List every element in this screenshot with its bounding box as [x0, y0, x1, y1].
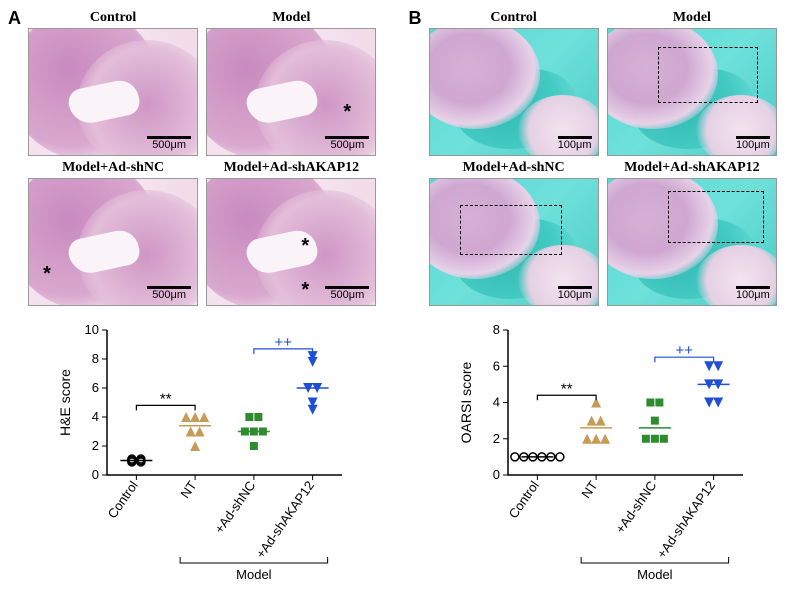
svg-text:+Ad-shAKAP12: +Ad-shAKAP12 — [253, 478, 317, 561]
micrograph-image: * * 500μm — [206, 178, 376, 306]
micrograph-image: * 500μm — [206, 28, 376, 156]
scalebar: 100μm — [558, 286, 592, 301]
svg-text:0: 0 — [92, 467, 99, 482]
scalebar: 500μm — [147, 286, 191, 301]
panel-b-image-grid: Control 100μm Model 100μm Model+Ad-shNC 100μm… — [427, 10, 780, 306]
micrograph-image: 100μm — [607, 178, 777, 306]
svg-text:++: ++ — [275, 334, 293, 351]
svg-text:++: ++ — [675, 342, 693, 359]
scalebar: 100μm — [558, 136, 592, 151]
micrograph-B-2: Model+Ad-shNC 100μm — [427, 160, 601, 306]
scalebar: 100μm — [736, 136, 770, 151]
panel-a-label: A — [8, 8, 21, 29]
svg-text:+Ad-shAKAP12: +Ad-shAKAP12 — [654, 478, 718, 561]
scalebar: 500μm — [325, 286, 369, 301]
panel-a: A Control500μmModel*500μmModel+Ad-shNC*5… — [8, 8, 379, 590]
scalebar: 500μm — [325, 136, 369, 151]
svg-text:2: 2 — [92, 438, 99, 453]
micrograph-title: Model+Ad-shNC — [62, 160, 164, 176]
roi-box — [460, 205, 562, 255]
micrograph-A-3: Model+Ad-shAKAP12 * * 500μm — [204, 160, 378, 306]
scalebar: 100μm — [736, 286, 770, 301]
panel-a-chart-wrap: 0 2 4 6 8 10 H&E score Control NT +Ad-shNC+Ad-shA… — [26, 320, 379, 590]
svg-text:NT: NT — [578, 478, 600, 501]
micrograph-image: 500μm — [28, 28, 198, 156]
svg-text:6: 6 — [92, 380, 99, 395]
svg-text:Model: Model — [236, 567, 272, 582]
figure-row: A Control500μmModel*500μmModel+Ad-shNC*5… — [8, 8, 779, 590]
svg-text:6: 6 — [493, 358, 500, 373]
svg-text:NT: NT — [178, 478, 200, 501]
panel-b-chart-wrap: 0 2 4 6 8 OARSI score Control NT +Ad-shNC+Ad-shA… — [427, 320, 780, 590]
svg-text:H&E score: H&E score — [57, 369, 73, 436]
micrograph-title: Control — [90, 10, 136, 26]
roi-box — [668, 191, 764, 243]
micrograph-image: 100μm — [429, 28, 599, 156]
svg-text:Control: Control — [505, 478, 541, 521]
svg-text:**: ** — [160, 390, 172, 407]
micrograph-title: Model+Ad-shAKAP12 — [624, 160, 760, 176]
micrograph-B-0: Control 100μm — [427, 10, 601, 156]
panel-b: B Control100μmModel100μmModel+Ad-shNC100… — [409, 8, 780, 590]
micrograph-image: * 500μm — [28, 178, 198, 306]
micrograph-A-2: Model+Ad-shNC * 500μm — [26, 160, 200, 306]
svg-text:2: 2 — [493, 431, 500, 446]
micrograph-image: 100μm — [429, 178, 599, 306]
svg-text:4: 4 — [92, 409, 99, 424]
svg-text:4: 4 — [493, 395, 500, 410]
svg-text:8: 8 — [92, 351, 99, 366]
micrograph-A-0: Control 500μm — [26, 10, 200, 156]
svg-text:+Ad-shNC: +Ad-shNC — [212, 478, 259, 536]
roi-box — [658, 47, 758, 103]
scalebar: 500μm — [147, 136, 191, 151]
svg-text:Control: Control — [105, 478, 141, 521]
asterisk-marker: * — [301, 235, 309, 258]
svg-text:OARSI score: OARSI score — [458, 361, 474, 443]
asterisk-marker: * — [43, 263, 51, 286]
panel-b-label: B — [409, 8, 422, 29]
panel-a-image-grid: Control 500μm Model * 500μm Model+Ad-shNC * 500… — [26, 10, 379, 306]
micrograph-title: Model+Ad-shAKAP12 — [224, 160, 360, 176]
oarsi-score-chart: 0 2 4 6 8 OARSI score Control NT +Ad-shNC+Ad-shA… — [453, 320, 753, 590]
micrograph-B-1: Model 100μm — [605, 10, 779, 156]
svg-text:0: 0 — [493, 467, 500, 482]
svg-text:+Ad-shNC: +Ad-shNC — [612, 478, 659, 536]
asterisk-marker: * — [343, 101, 351, 124]
svg-text:8: 8 — [493, 322, 500, 337]
micrograph-title: Model — [673, 10, 711, 26]
micrograph-title: Model — [272, 10, 310, 26]
micrograph-title: Model+Ad-shNC — [463, 160, 565, 176]
micrograph-title: Control — [490, 10, 536, 26]
svg-text:Model: Model — [637, 567, 673, 582]
he-score-chart: 0 2 4 6 8 10 H&E score Control NT +Ad-shNC+Ad-shA… — [52, 320, 352, 590]
micrograph-B-3: Model+Ad-shAKAP12 100μm — [605, 160, 779, 306]
micrograph-image: 100μm — [607, 28, 777, 156]
svg-text:10: 10 — [85, 322, 99, 337]
asterisk-marker: * — [301, 279, 309, 302]
svg-text:**: ** — [561, 380, 573, 397]
micrograph-A-1: Model * 500μm — [204, 10, 378, 156]
